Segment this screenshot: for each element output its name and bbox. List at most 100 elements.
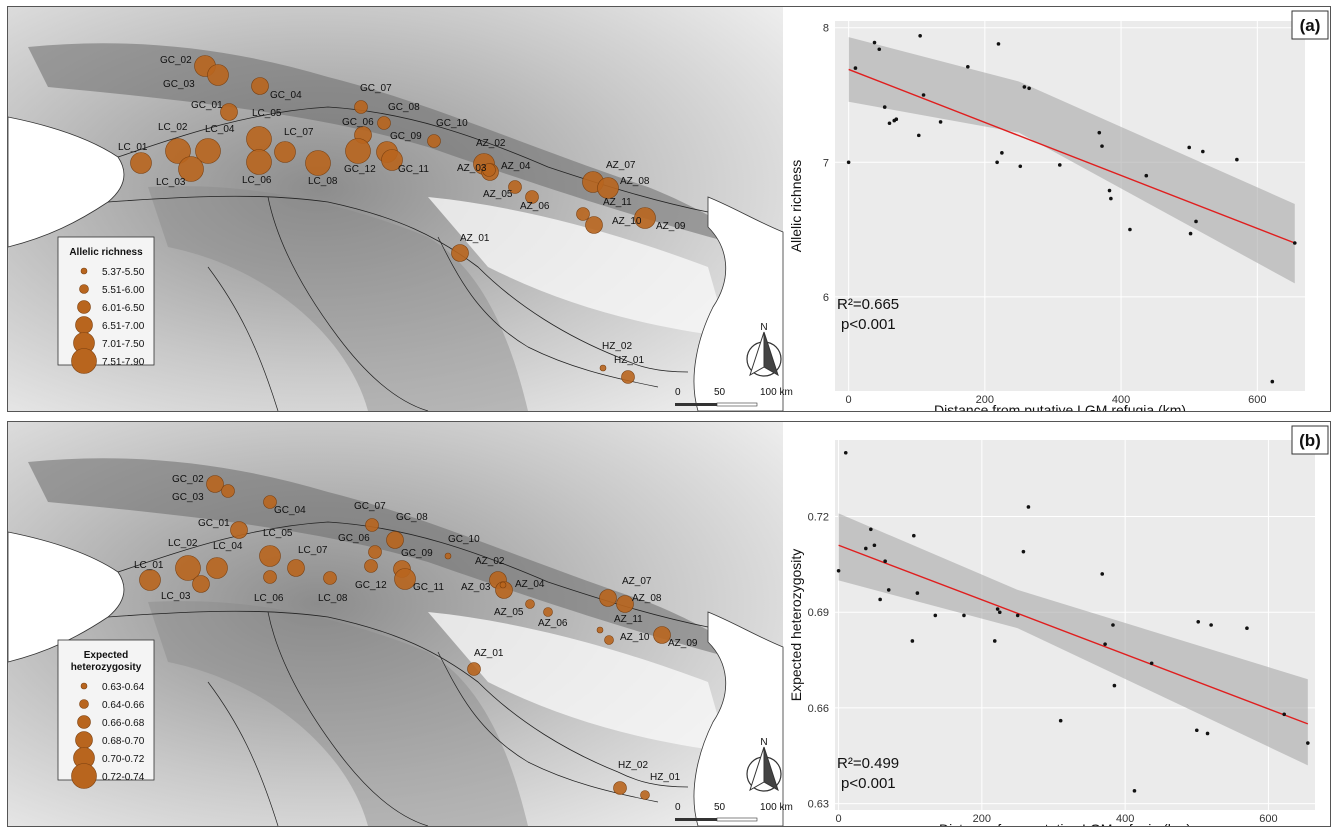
data-point-5	[882, 105, 887, 109]
panel-b: GC_02 GC_03 GC_04 GC_01 GC_07 GC_08 GC_06 GC_10…	[7, 421, 1331, 827]
site-label-lc_07: LC_07	[298, 545, 328, 556]
legend-title: Expected	[84, 650, 128, 661]
scale-label-1: 0	[675, 387, 681, 398]
site-label-az_10: AZ_10	[620, 632, 650, 643]
site-marker-lc_03	[192, 575, 210, 593]
r-squared-text: R²=0.665	[837, 296, 899, 313]
site-label-gc_06: GC_06	[342, 117, 374, 128]
border-line-iran	[437, 236, 659, 388]
legend-label-1: 0.63-0.64	[102, 682, 145, 693]
x-tick-label-2: 400	[1112, 394, 1130, 406]
north-arrow-right	[763, 746, 779, 792]
site-marker-gc_04	[263, 495, 277, 509]
site-marker-az_01	[467, 662, 481, 676]
north-arrow: N	[746, 737, 782, 792]
site-marker-gc_07	[365, 518, 379, 532]
scale-label-2: 50	[714, 387, 726, 398]
site-label-az_09: AZ_09	[656, 221, 686, 232]
site-marker-az_06	[543, 607, 553, 617]
data-point-26	[1149, 661, 1154, 666]
figure-panel-a: GC_02 GC_03 GC_04 GC_01 GC_07 GC_08 GC_06 GC_10…	[8, 7, 1329, 411]
site-label-gc_07: GC_07	[354, 501, 386, 512]
site-label-lc_06: LC_06	[254, 593, 284, 604]
legend-label-4: 0.68-0.70	[102, 736, 145, 747]
legend-label-3: 0.66-0.68	[102, 718, 145, 729]
site-marker-gc_11	[381, 149, 403, 171]
site-label-az_01: AZ_01	[460, 233, 490, 244]
site-marker-gc_04	[251, 77, 269, 95]
panel-tag-box	[1291, 10, 1329, 40]
y-tick-label-2: 0.69	[808, 607, 829, 619]
legend-label-4: 6.51-7.00	[102, 321, 145, 332]
data-point-29	[1194, 219, 1198, 224]
site-label-az_08: AZ_08	[632, 593, 662, 604]
site-label-az_02: AZ_02	[475, 556, 505, 567]
x-tick-label-0: 0	[836, 813, 842, 825]
site-marker-az_10	[604, 635, 614, 645]
site-marker-lc_01	[130, 152, 152, 174]
border-line-armenia	[267, 196, 429, 411]
site-label-hz_01: HZ_01	[614, 355, 644, 366]
site-label-lc_04: LC_04	[205, 124, 235, 135]
legend-symbol-1	[80, 682, 88, 690]
site-marker-az_09	[653, 626, 671, 644]
site-label-lc_04: LC_04	[213, 541, 243, 552]
border-line-turkey	[207, 266, 279, 411]
data-point-25	[1132, 789, 1137, 793]
land-relief	[8, 422, 783, 826]
site-label-lc_05: LC_05	[252, 108, 282, 119]
north-arrow: N	[746, 322, 782, 377]
p-value-text: p<0.001	[841, 316, 896, 333]
site-marker-lc_05	[259, 545, 281, 567]
legend-symbol-3	[77, 715, 91, 729]
x-tick-label-3: 600	[1248, 394, 1266, 406]
site-marker-lc_08	[323, 571, 337, 585]
data-point-16	[1000, 151, 1004, 155]
scale-label-2: 50	[714, 802, 726, 813]
confidence-band	[848, 37, 1295, 284]
site-marker-az_10	[585, 216, 603, 234]
site-marker-gc_02	[206, 475, 224, 493]
x-axis-title: Distance from putative LGM refugia (km)	[939, 821, 1191, 826]
site-label-gc_02: GC_02	[172, 474, 204, 485]
data-point-27	[1194, 728, 1199, 733]
x-tick-label-1: 200	[976, 394, 994, 406]
x-axis-title: Distance from putative LGM refugia (km)	[934, 402, 1186, 411]
site-label-az_06: AZ_06	[520, 201, 550, 212]
site-label-az_10: AZ_10	[612, 216, 642, 227]
data-point-13	[962, 613, 966, 618]
site-marker-az_06	[525, 190, 539, 204]
data-point-13	[966, 64, 970, 69]
site-marker-gc_08	[386, 531, 404, 549]
site-label-gc_11: GC_11	[398, 164, 429, 175]
data-point-18	[1021, 549, 1026, 554]
data-point-19	[1027, 86, 1031, 91]
border-line-caspian	[617, 771, 689, 788]
data-point-8	[886, 588, 891, 592]
site-label-lc_07: LC_07	[284, 127, 314, 138]
greater-caucasus-ridge	[28, 458, 748, 662]
data-point-14	[992, 639, 997, 643]
data-point-21	[1100, 572, 1105, 576]
legend-label-5: 0.70-0.72	[102, 754, 145, 765]
site-marker-lc_04	[206, 557, 228, 579]
map-area: GC_02 GC_03 GC_04 GC_01 GC_07 GC_08 GC_06 GC_10…	[8, 7, 784, 411]
data-point-7	[883, 559, 887, 564]
site-label-az_04: AZ_04	[515, 579, 545, 590]
legend-label-2: 0.64-0.66	[102, 700, 145, 711]
site-label-az_08: AZ_08	[620, 176, 650, 187]
data-point-8	[894, 117, 899, 122]
scale-segment-1	[675, 403, 717, 406]
site-label-gc_06: GC_06	[338, 533, 370, 544]
data-point-28	[1188, 231, 1193, 236]
site-label-hz_01: HZ_01	[650, 772, 680, 783]
black-sea	[8, 116, 125, 248]
data-point-10	[912, 533, 916, 538]
site-marker-gc_12	[364, 559, 378, 573]
data-point-19	[1026, 505, 1031, 509]
site-marker-gc_06	[368, 545, 382, 559]
legend-title: Allelic richness	[69, 247, 143, 258]
site-marker-az_11	[576, 207, 590, 221]
border-line-south	[107, 195, 619, 358]
legend-symbol-1	[80, 267, 88, 275]
